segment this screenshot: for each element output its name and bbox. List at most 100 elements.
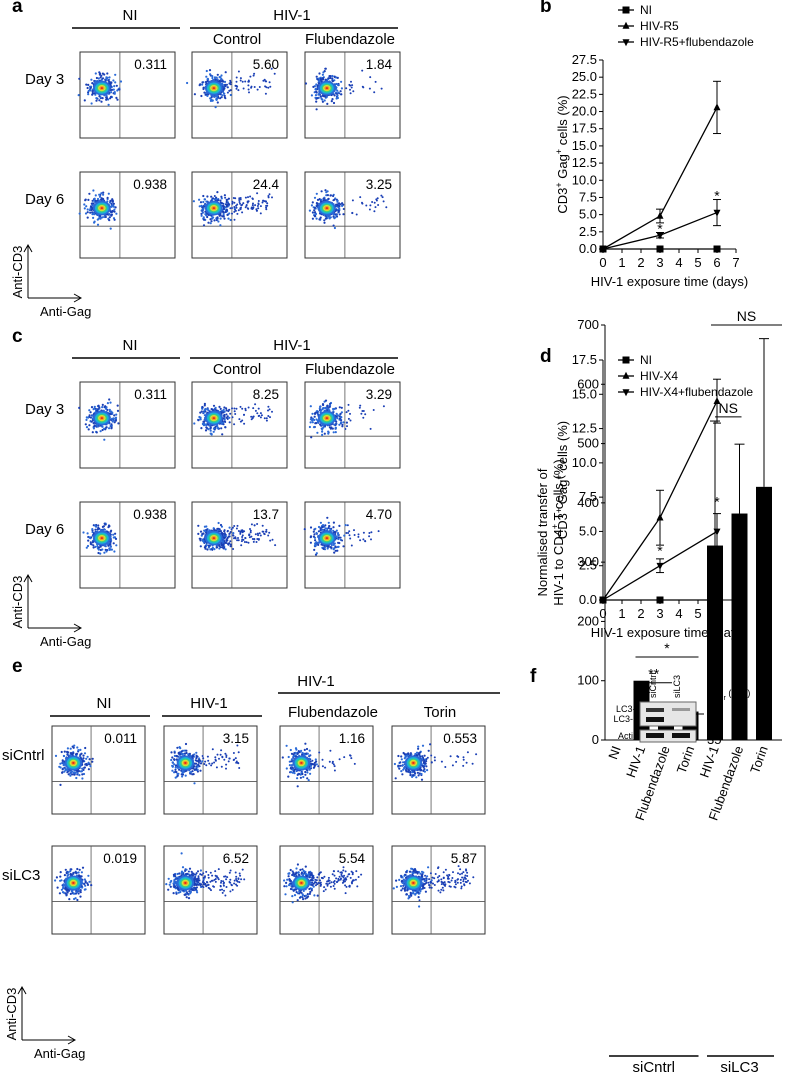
cell-dot	[313, 548, 316, 552]
cell-dot	[316, 411, 319, 414]
cell-dot	[216, 73, 219, 76]
cell-dot	[323, 99, 326, 102]
cell-dot	[409, 770, 412, 774]
cell-dot	[209, 222, 212, 225]
cell-dot	[108, 216, 111, 219]
cell-dot	[415, 776, 418, 779]
header-control: Control	[213, 31, 261, 48]
gate-percentage: 5.60	[253, 57, 279, 72]
cell-dot	[216, 101, 219, 104]
cell-dot	[222, 208, 225, 211]
cell-dot	[322, 197, 325, 200]
flow-y-axis-label: Anti-CD3	[10, 246, 25, 299]
cell-dot	[211, 99, 214, 102]
cell-dot	[219, 199, 222, 202]
cell-dot	[332, 431, 335, 434]
cell-dot	[90, 406, 94, 409]
cell-dot	[423, 759, 426, 762]
cell-dot	[324, 766, 327, 769]
density-core	[325, 417, 329, 420]
cell-dot	[192, 755, 194, 758]
cell-dot	[211, 546, 214, 550]
cell-dot	[91, 204, 94, 207]
cell-dot	[475, 753, 478, 756]
cell-dot	[308, 754, 311, 757]
cell-dot	[242, 202, 245, 205]
cell-dot	[312, 85, 315, 88]
cell-dot	[85, 426, 89, 429]
cell-dot	[216, 527, 219, 530]
cell-dot	[326, 194, 329, 197]
cell-dot	[87, 93, 90, 96]
cell-dot	[102, 193, 105, 196]
cell-dot	[314, 96, 317, 99]
cell-dot	[94, 80, 97, 83]
cell-dot	[66, 750, 69, 753]
cell-dot	[264, 200, 267, 203]
cell-dot	[76, 772, 79, 775]
cell-dot	[340, 406, 343, 409]
flow-y-axis-label: Anti-CD3	[10, 576, 25, 629]
cell-dot	[407, 752, 410, 756]
cell-dot	[324, 67, 327, 70]
cell-dot	[232, 532, 235, 535]
cell-dot	[91, 541, 94, 544]
cell-dot	[320, 427, 323, 430]
cell-dot	[382, 405, 385, 408]
cell-dot	[94, 194, 97, 197]
cell-dot	[112, 79, 115, 82]
cell-dot	[349, 754, 351, 757]
cell-dot	[115, 413, 118, 416]
cell-dot	[400, 755, 403, 758]
cell-dot	[86, 755, 89, 758]
row-label: Day 6	[25, 521, 64, 538]
cell-dot	[198, 198, 201, 201]
cell-dot	[206, 215, 209, 219]
cell-dot	[400, 770, 403, 773]
cell-dot	[199, 418, 202, 421]
cell-dot	[67, 773, 70, 776]
header-flubendazole: Flubendazole	[288, 704, 378, 721]
cell-dot	[265, 419, 268, 422]
cell-dot	[116, 404, 119, 407]
cell-dot	[108, 219, 111, 222]
cell-dot	[114, 416, 118, 419]
cell-dot	[207, 428, 210, 431]
cell-dot	[231, 416, 234, 419]
cell-dot	[114, 537, 118, 541]
cell-dot	[397, 754, 400, 758]
cell-dot	[322, 547, 325, 551]
cell-dot	[306, 752, 309, 755]
cell-dot	[184, 752, 187, 755]
cell-dot	[233, 423, 236, 426]
cell-dot	[314, 211, 317, 214]
cell-dot	[333, 765, 336, 768]
cell-dot	[96, 197, 100, 201]
cell-dot	[233, 407, 236, 410]
cell-dot	[403, 767, 406, 770]
cell-dot	[97, 77, 100, 80]
gate-percentage: 4.70	[366, 507, 392, 522]
cell-dot	[426, 756, 429, 759]
cell-dot	[113, 218, 116, 221]
cell-dot	[423, 764, 426, 767]
gate-percentage: 0.311	[134, 57, 167, 72]
cell-dot	[338, 423, 341, 426]
cell-dot	[214, 406, 217, 409]
cell-dot	[103, 427, 106, 430]
cell-dot	[471, 762, 474, 765]
cell-dot	[324, 78, 327, 81]
cell-dot	[215, 76, 218, 79]
cell-dot	[257, 207, 260, 210]
cell-dot	[59, 762, 62, 765]
cell-dot	[254, 403, 257, 406]
cell-dot	[311, 759, 314, 762]
cell-dot	[209, 97, 212, 100]
cell-dot	[321, 433, 324, 436]
row-label: siCntrl	[2, 747, 45, 764]
cell-dot	[239, 77, 242, 80]
cell-dot	[332, 101, 336, 105]
cell-dot	[353, 762, 356, 765]
flow-plot: 0.938	[79, 501, 176, 589]
cell-dot	[181, 775, 184, 778]
